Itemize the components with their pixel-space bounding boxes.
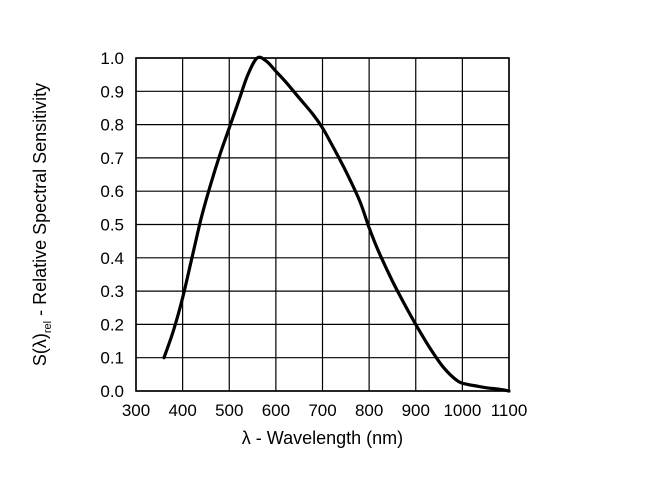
y-tick-label: 0.6 (100, 182, 124, 201)
y-tick-label: 0.7 (100, 149, 124, 168)
chart-series (162, 55, 511, 393)
y-axis-label-main: S(λ) (30, 333, 50, 366)
plot-frame (135, 57, 510, 392)
y-axis-label-subscript: rel (42, 321, 54, 333)
chart-grid (135, 57, 510, 392)
x-tick-label: 400 (168, 401, 196, 420)
y-tick-label: 0.2 (100, 315, 124, 334)
x-tick-label: 700 (308, 401, 336, 420)
y-axis-label-suffix: - Relative Spectral Sensitivity (30, 83, 50, 321)
y-tick-label: 0.3 (100, 282, 124, 301)
y-tick-label: 0.8 (100, 116, 124, 135)
x-tick-label: 500 (215, 401, 243, 420)
x-axis-ticks: 300 400 500 600 700 800 900 1000 1100 (122, 401, 527, 420)
x-tick-label: 1000 (443, 401, 481, 420)
y-tick-label: 0.9 (100, 82, 124, 101)
x-axis-label: λ - Wavelength (nm) (242, 428, 403, 448)
y-tick-label: 1.0 (100, 49, 124, 68)
x-tick-label: 600 (262, 401, 290, 420)
y-tick-label: 0.4 (100, 249, 124, 268)
y-axis-label: S(λ)rel - Relative Spectral Sensitivity (30, 83, 54, 366)
y-axis-ticks: 0.0 0.1 0.2 0.3 0.4 0.5 0.6 0.7 0.8 0.9 1.0 (100, 49, 124, 401)
x-tick-label: 300 (122, 401, 150, 420)
y-tick-label: 0.5 (100, 216, 124, 235)
sensitivity-curve (162, 55, 511, 393)
x-tick-label: 900 (402, 401, 430, 420)
y-tick-label: 0.0 (100, 382, 124, 401)
x-tick-label: 1100 (491, 401, 528, 420)
y-tick-label: 0.1 (100, 349, 124, 368)
x-tick-label: 800 (355, 401, 383, 420)
